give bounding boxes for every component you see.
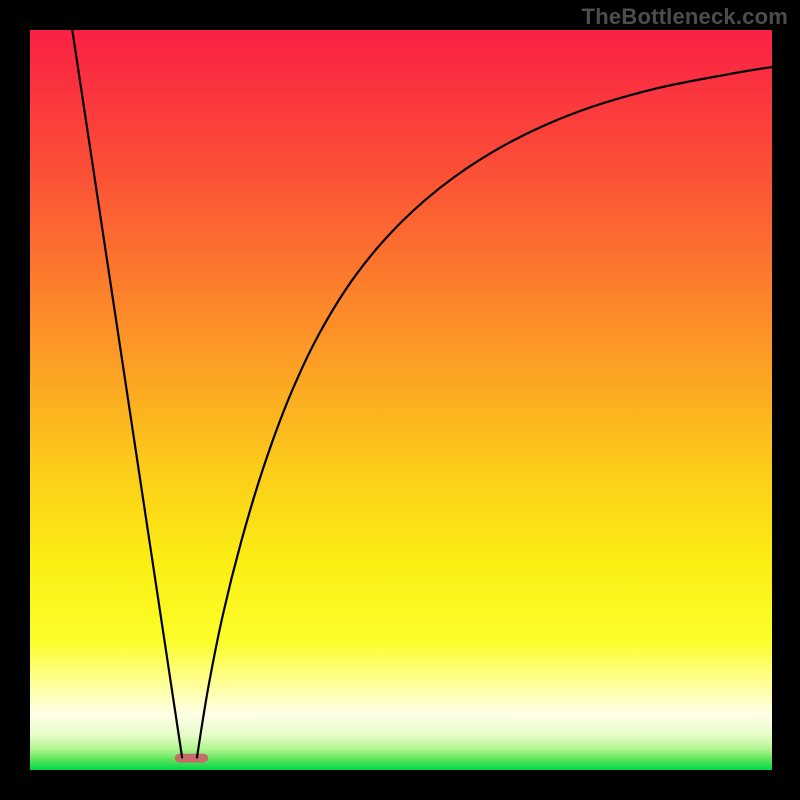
plot-svg <box>30 30 772 770</box>
gradient-background <box>30 30 772 770</box>
marker-bar <box>175 754 208 763</box>
watermark-text: TheBottleneck.com <box>582 4 788 30</box>
chart-frame: TheBottleneck.com <box>0 0 800 800</box>
plot-area <box>30 30 772 770</box>
